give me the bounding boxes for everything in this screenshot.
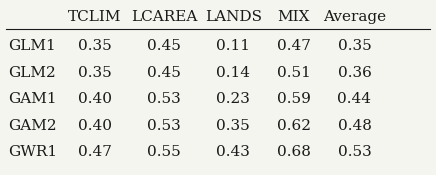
Text: MIX: MIX xyxy=(278,10,310,24)
Text: 0.48: 0.48 xyxy=(337,119,371,133)
Text: 0.68: 0.68 xyxy=(277,145,311,159)
Text: Average: Average xyxy=(323,10,386,24)
Text: TCLIM: TCLIM xyxy=(68,10,121,24)
Text: GAM2: GAM2 xyxy=(8,119,57,133)
Text: GLM1: GLM1 xyxy=(8,39,56,53)
Text: 0.53: 0.53 xyxy=(147,92,181,106)
Text: 0.47: 0.47 xyxy=(78,145,112,159)
Text: LANDS: LANDS xyxy=(204,10,262,24)
Text: GAM1: GAM1 xyxy=(8,92,57,106)
Text: 0.36: 0.36 xyxy=(337,66,371,80)
Text: 0.45: 0.45 xyxy=(147,39,181,53)
Text: 0.23: 0.23 xyxy=(216,92,250,106)
Text: 0.55: 0.55 xyxy=(147,145,181,159)
Text: 0.35: 0.35 xyxy=(78,66,112,80)
Text: 0.35: 0.35 xyxy=(216,119,250,133)
Text: 0.62: 0.62 xyxy=(277,119,311,133)
Text: 0.44: 0.44 xyxy=(337,92,371,106)
Text: 0.47: 0.47 xyxy=(277,39,311,53)
Text: 0.11: 0.11 xyxy=(216,39,250,53)
Text: 0.35: 0.35 xyxy=(78,39,112,53)
Text: 0.40: 0.40 xyxy=(78,92,112,106)
Text: 0.45: 0.45 xyxy=(147,66,181,80)
Text: 0.14: 0.14 xyxy=(216,66,250,80)
Text: 0.40: 0.40 xyxy=(78,119,112,133)
Text: 0.43: 0.43 xyxy=(216,145,250,159)
Text: GWR1: GWR1 xyxy=(8,145,57,159)
Text: 0.51: 0.51 xyxy=(277,66,311,80)
Text: LCAREA: LCAREA xyxy=(131,10,197,24)
Text: GLM2: GLM2 xyxy=(8,66,56,80)
Text: 0.59: 0.59 xyxy=(277,92,311,106)
Text: 0.35: 0.35 xyxy=(337,39,371,53)
Text: 0.53: 0.53 xyxy=(147,119,181,133)
Text: 0.53: 0.53 xyxy=(337,145,371,159)
